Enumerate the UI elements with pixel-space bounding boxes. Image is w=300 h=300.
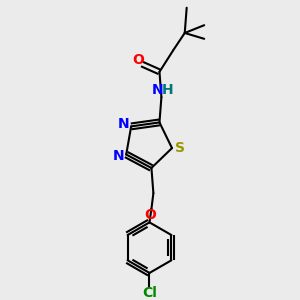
Text: Cl: Cl bbox=[142, 286, 157, 300]
Text: H: H bbox=[161, 83, 173, 97]
Text: N: N bbox=[152, 83, 163, 97]
Text: N: N bbox=[112, 149, 124, 164]
Text: N: N bbox=[118, 118, 129, 131]
Text: O: O bbox=[145, 208, 156, 222]
Text: S: S bbox=[175, 141, 185, 155]
Text: O: O bbox=[132, 53, 144, 67]
